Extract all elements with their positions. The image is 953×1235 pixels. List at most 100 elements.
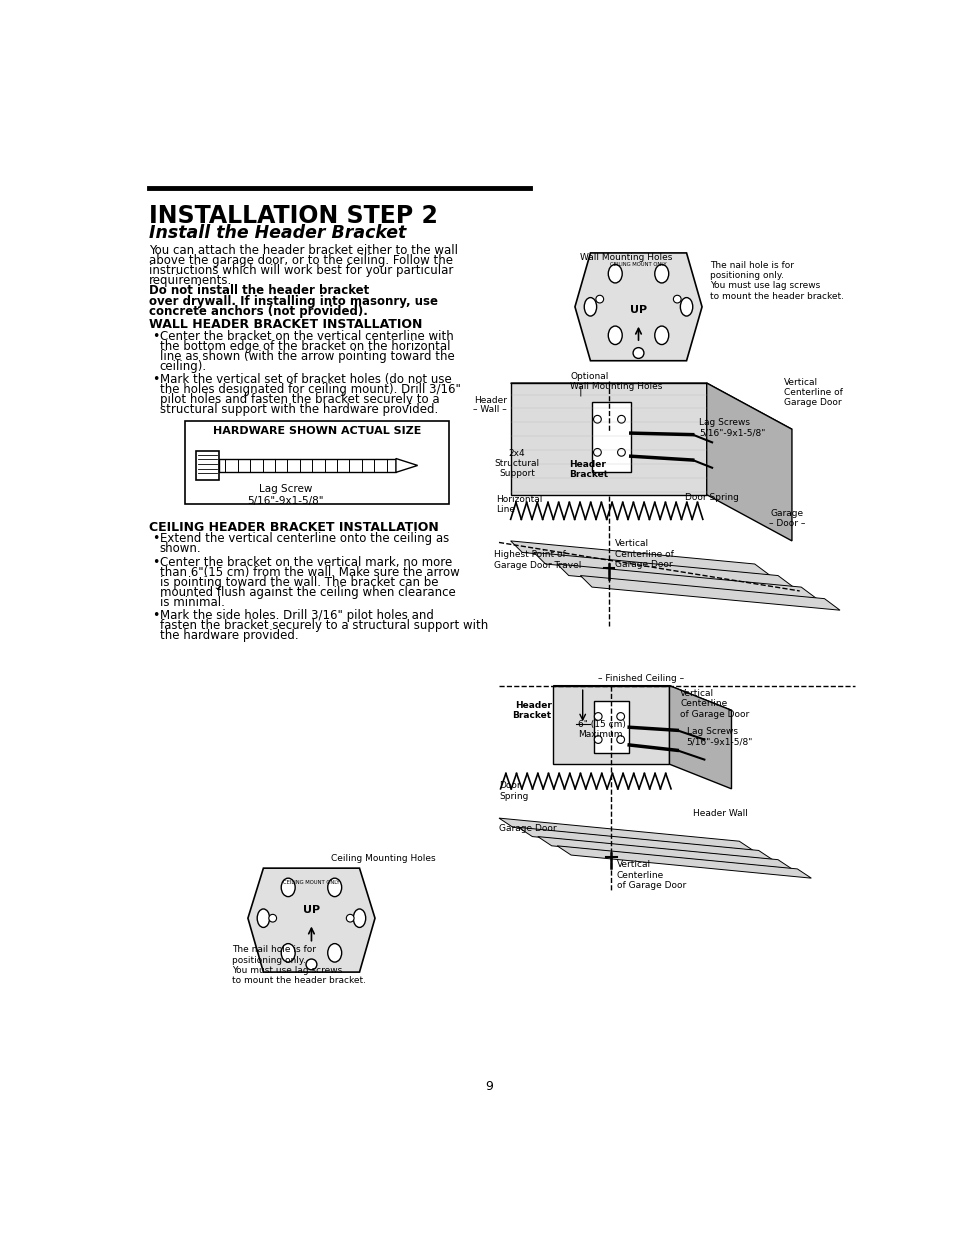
Ellipse shape [281,878,294,897]
Text: the holes designated for ceiling mount). Drill 3/16": the holes designated for ceiling mount).… [159,383,460,396]
Text: Install the Header Bracket: Install the Header Bracket [149,224,406,242]
Text: – Finished Ceiling –: – Finished Ceiling – [598,674,683,683]
Circle shape [594,713,601,720]
Text: Vertical
Centerline of
Garage Door: Vertical Centerline of Garage Door [783,378,842,408]
Text: Vertical
Centerline of
Garage Door: Vertical Centerline of Garage Door [615,540,674,569]
Polygon shape [553,685,731,710]
Text: shown.: shown. [159,542,201,556]
Text: Garage Door: Garage Door [498,824,556,834]
Text: Header
Bracket: Header Bracket [568,461,607,479]
Text: structural support with the hardware provided.: structural support with the hardware pro… [159,403,437,416]
Text: Garage
– Door –: Garage – Door – [768,509,804,527]
Text: 9: 9 [484,1079,493,1093]
Text: the bottom edge of the bracket on the horizontal: the bottom edge of the bracket on the ho… [159,340,450,353]
Text: Mark the vertical set of bracket holes (do not use: Mark the vertical set of bracket holes (… [159,373,451,387]
Polygon shape [395,458,417,472]
Text: Door
Spring: Door Spring [498,782,528,800]
Text: Lag Screws
5/16"-9x1-5/8": Lag Screws 5/16"-9x1-5/8" [699,417,764,437]
Polygon shape [593,701,629,752]
Polygon shape [537,836,791,869]
Text: CEILING MOUNT ONLY: CEILING MOUNT ONLY [283,879,339,884]
Ellipse shape [608,264,621,283]
Text: •: • [152,532,159,546]
Circle shape [593,448,600,456]
Polygon shape [510,383,706,495]
Circle shape [617,736,624,743]
Text: Vertical
Centerline
of Garage Door: Vertical Centerline of Garage Door [679,689,749,719]
Text: CEILING HEADER BRACKET INSTALLATION: CEILING HEADER BRACKET INSTALLATION [149,521,438,534]
Text: Header: Header [474,396,506,405]
Text: •: • [152,556,159,568]
Circle shape [617,415,624,424]
Text: – Wall –: – Wall – [473,405,506,414]
Circle shape [617,448,624,456]
Text: is minimal.: is minimal. [159,595,224,609]
Polygon shape [592,403,630,472]
Text: CEILING MOUNT ONLY: CEILING MOUNT ONLY [610,262,666,267]
Text: The nail hole is for
positioning only.
You must use lag screws
to mount the head: The nail hole is for positioning only. Y… [232,945,365,986]
Text: UP: UP [302,905,319,915]
Polygon shape [557,564,816,599]
Bar [195,451,219,480]
Text: Highest Point of
Garage Door Travel: Highest Point of Garage Door Travel [494,550,581,569]
Text: WALL HEADER BRACKET INSTALLATION: WALL HEADER BRACKET INSTALLATION [149,319,421,331]
Text: Ceiling Mounting Holes: Ceiling Mounting Holes [331,855,435,863]
Polygon shape [575,253,701,361]
Text: •: • [152,330,159,343]
Text: fasten the bracket securely to a structural support with: fasten the bracket securely to a structu… [159,619,487,631]
Ellipse shape [328,944,341,962]
Text: ceiling).: ceiling). [159,359,207,373]
Text: Header
Bracket: Header Bracket [512,701,551,720]
Polygon shape [706,383,791,541]
Ellipse shape [654,264,668,283]
Ellipse shape [608,326,621,345]
Text: 6" (15 cm)
Maximum: 6" (15 cm) Maximum [578,720,625,739]
Text: •: • [152,373,159,387]
Text: the hardware provided.: the hardware provided. [159,629,298,642]
Ellipse shape [257,909,270,927]
Polygon shape [248,868,375,972]
Text: INSTALLATION STEP 2: INSTALLATION STEP 2 [149,204,437,227]
Circle shape [269,914,276,923]
Polygon shape [553,685,669,764]
Polygon shape [517,827,772,860]
Circle shape [596,295,603,303]
Text: over drywall. If installing into masonry, use: over drywall. If installing into masonry… [149,294,437,308]
Polygon shape [579,576,840,610]
Ellipse shape [353,909,365,927]
Text: Optional
Wall Mounting Holes: Optional Wall Mounting Holes [570,372,662,391]
Polygon shape [510,541,769,576]
Bar [219,458,395,472]
Text: 2x4
Structural
Support: 2x4 Structural Support [494,448,538,478]
Text: Do not install the header bracket: Do not install the header bracket [149,284,369,298]
Text: instructions which will work best for your particular: instructions which will work best for yo… [149,264,453,278]
Text: Mark the side holes. Drill 3/16" pilot holes and: Mark the side holes. Drill 3/16" pilot h… [159,609,433,621]
Text: concrete anchors (not provided).: concrete anchors (not provided). [149,305,367,317]
Text: Vertical
Centerline
of Garage Door: Vertical Centerline of Garage Door [617,861,685,890]
Text: •: • [152,609,159,621]
Text: You can attach the header bracket either to the wall: You can attach the header bracket either… [149,245,457,257]
Bar [185,421,448,504]
Text: than 6"(15 cm) from the wall. Make sure the arrow: than 6"(15 cm) from the wall. Make sure … [159,566,458,578]
Polygon shape [669,685,731,789]
Circle shape [346,914,354,923]
Text: Extend the vertical centerline onto the ceiling as: Extend the vertical centerline onto the … [159,532,448,546]
Text: Wall Mounting Holes: Wall Mounting Holes [579,253,672,262]
Text: Center the bracket on the vertical centerline with: Center the bracket on the vertical cente… [159,330,453,343]
Text: pilot holes and fasten the bracket securely to a: pilot holes and fasten the bracket secur… [159,393,438,406]
Ellipse shape [583,298,596,316]
Circle shape [673,295,680,303]
Ellipse shape [654,326,668,345]
Text: The nail hole is for
positioning only.
You must use lag screws
to mount the head: The nail hole is for positioning only. Y… [709,261,842,301]
Text: is pointing toward the wall. The bracket can be: is pointing toward the wall. The bracket… [159,576,437,589]
Text: UP: UP [629,305,646,315]
Circle shape [633,347,643,358]
Text: Lag Screws
5/16"-9x1-5/8": Lag Screws 5/16"-9x1-5/8" [686,727,752,747]
Text: |: | [578,385,581,396]
Ellipse shape [281,944,294,962]
Polygon shape [510,383,791,430]
Text: Door Spring: Door Spring [684,493,739,503]
Polygon shape [534,552,793,587]
Circle shape [594,736,601,743]
Polygon shape [557,846,810,878]
